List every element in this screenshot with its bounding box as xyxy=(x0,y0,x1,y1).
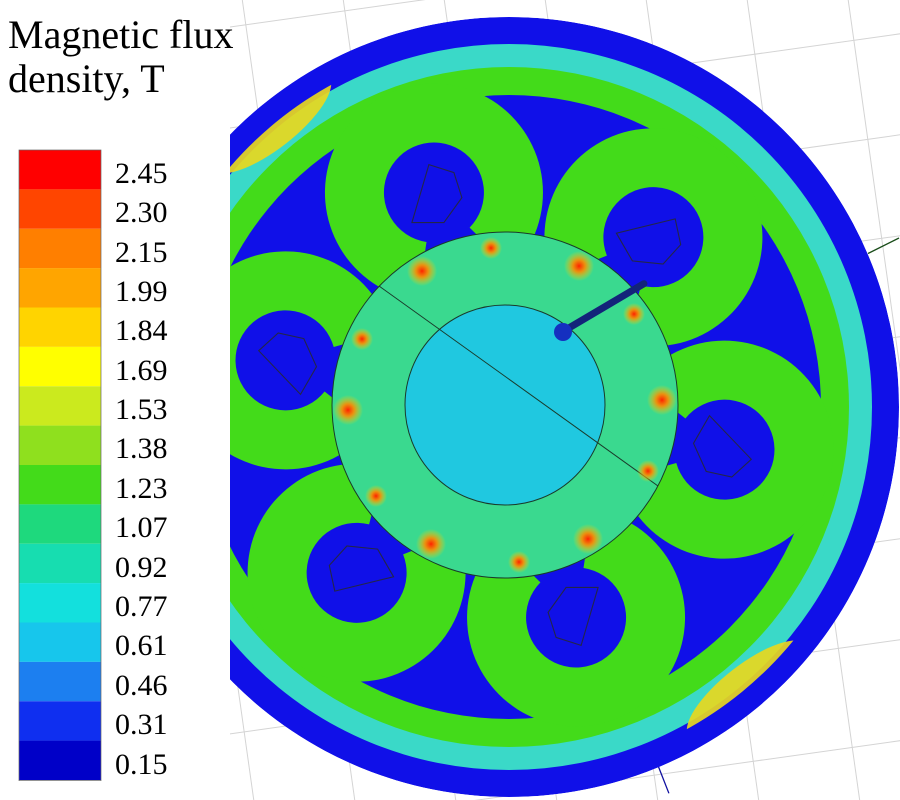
svg-text:1.99: 1.99 xyxy=(115,275,168,308)
svg-text:2.45: 2.45 xyxy=(115,157,168,190)
svg-text:0.15: 0.15 xyxy=(115,748,168,781)
svg-text:2.15: 2.15 xyxy=(115,236,168,269)
svg-text:1.69: 1.69 xyxy=(115,354,168,387)
svg-text:1.07: 1.07 xyxy=(115,511,168,544)
svg-text:2.30: 2.30 xyxy=(115,196,168,229)
svg-text:Magnetic flux: Magnetic flux xyxy=(8,12,234,57)
svg-text:1.38: 1.38 xyxy=(115,432,168,465)
svg-text:0.46: 0.46 xyxy=(115,669,168,702)
svg-text:0.92: 0.92 xyxy=(115,551,168,584)
svg-text:0.77: 0.77 xyxy=(115,590,168,623)
svg-text:density, T: density, T xyxy=(8,56,165,101)
svg-text:0.61: 0.61 xyxy=(115,629,168,662)
svg-text:1.84: 1.84 xyxy=(115,314,168,347)
svg-text:1.53: 1.53 xyxy=(115,393,168,426)
svg-text:1.23: 1.23 xyxy=(115,472,168,505)
svg-text:0.31: 0.31 xyxy=(115,708,168,741)
